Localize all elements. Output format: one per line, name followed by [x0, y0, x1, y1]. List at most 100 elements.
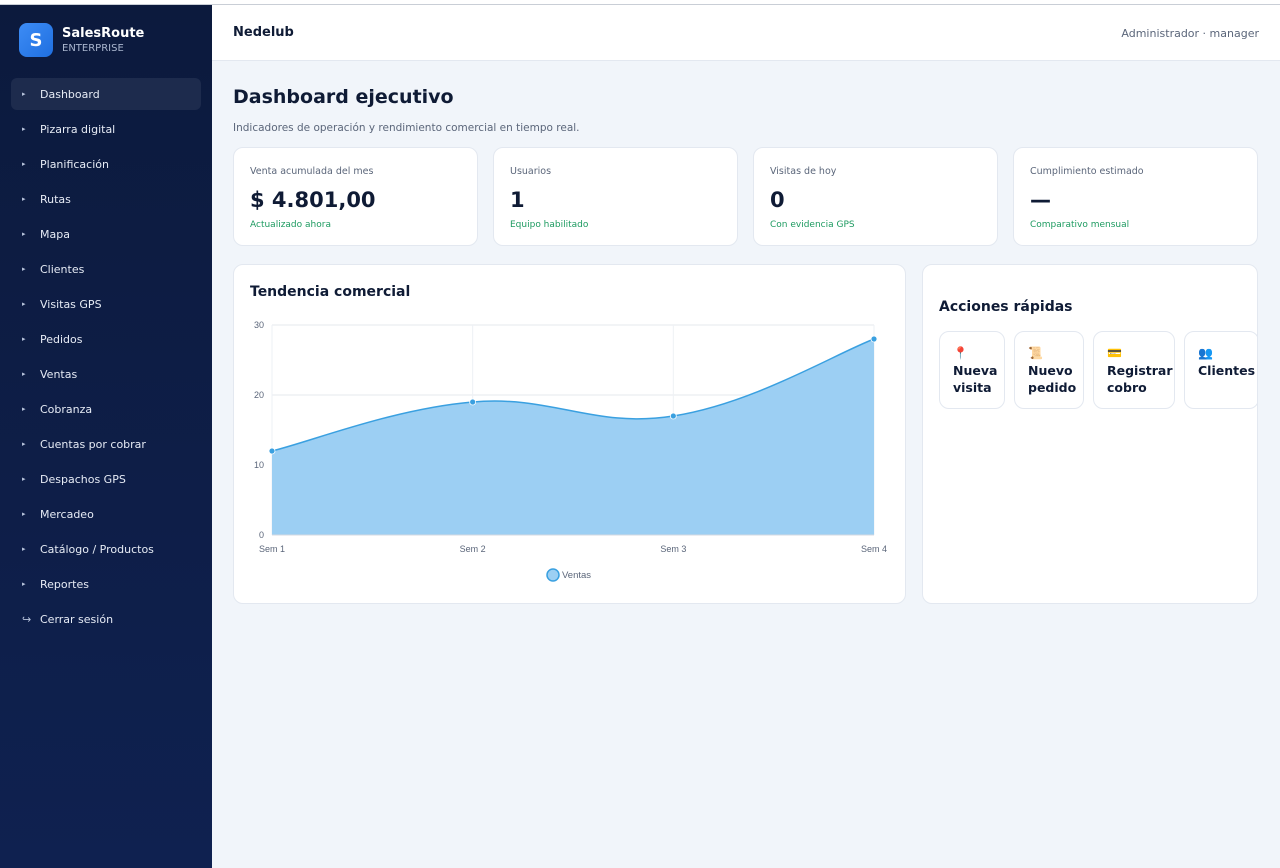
trend-panel: Tendencia comercial 0 10 20 30 Sem 1 Sem 2 Sem… [233, 264, 906, 604]
kpi-value: — [1030, 188, 1051, 212]
sidebar-item-cuentas-por-cobrar[interactable]: ▸ Cuentas por cobrar [11, 428, 201, 460]
kpi-label: Usuarios [510, 166, 552, 177]
sidebar-item-label: Ventas [40, 367, 78, 381]
sidebar-item-mapa[interactable]: ▸ Mapa [11, 218, 201, 250]
kpi-card-visitas: Visitas de hoy 0 Con evidencia GPS [753, 147, 998, 246]
sidebar-item-reportes[interactable]: ▸ Reportes [11, 568, 201, 600]
top-header: Nedelub Administrador · manager [212, 5, 1280, 61]
data-point [268, 447, 276, 455]
kpi-note: Con evidencia GPS [770, 220, 855, 230]
kpi-note: Comparativo mensual [1030, 220, 1130, 230]
legend-label-ventas: Ventas [562, 570, 591, 581]
kpi-card-ventas: Venta acumulada del mes $ 4.801,00 Actua… [233, 147, 478, 246]
x-tick-label: Sem 2 [460, 544, 486, 554]
kpi-value: 1 [510, 188, 525, 212]
brand-name: SalesRoute [62, 25, 145, 41]
clients-button[interactable]: 👥 Clientes [1184, 331, 1257, 409]
caret-right-icon: ▸ [22, 405, 26, 413]
x-tick-label: Sem 1 [259, 544, 285, 554]
x-tick-label: Sem 4 [861, 544, 887, 554]
caret-right-icon: ▸ [22, 510, 26, 518]
company-name: Nedelub [233, 25, 294, 40]
caret-right-icon: ▸ [22, 475, 26, 483]
quick-actions-list: 📍 Nueva visita 📜 Nuevo pedido 💳 Registra… [939, 331, 1257, 409]
sidebar-item-label: Reportes [40, 577, 89, 591]
trend-chart: 0 10 20 30 Sem 1 Sem 2 Sem 3 Sem 4 Ventas [254, 320, 887, 582]
action-label: Clientes [1198, 363, 1256, 378]
brand-subtitle: ENTERPRISE [62, 42, 124, 54]
x-tick-label: Sem 3 [660, 544, 686, 554]
sidebar-item-label: Clientes [40, 262, 85, 276]
sidebar-item-pizarra-digital[interactable]: ▸ Pizarra digital [11, 113, 201, 145]
page-title: Dashboard ejecutivo [233, 86, 454, 108]
sidebar-item-visitas-gps[interactable]: ▸ Visitas GPS [11, 288, 201, 320]
trend-title: Tendencia comercial [250, 284, 411, 300]
legend-swatch-ventas [546, 568, 560, 582]
scroll-icon: 📜 [1028, 346, 1043, 360]
data-point [469, 398, 477, 406]
kpi-card-usuarios: Usuarios 1 Equipo habilitado [493, 147, 738, 246]
sidebar-item-label: Mapa [40, 227, 70, 241]
quick-actions-title: Acciones rápidas [939, 299, 1073, 315]
logout-icon: ↪ [22, 612, 32, 626]
caret-right-icon: ▸ [22, 545, 26, 553]
sidebar-item-ventas[interactable]: ▸ Ventas [11, 358, 201, 390]
caret-right-icon: ▸ [22, 160, 26, 168]
kpi-value: $ 4.801,00 [250, 188, 376, 212]
kpi-label: Visitas de hoy [770, 166, 837, 177]
sidebar-item-label: Mercadeo [40, 507, 94, 521]
caret-right-icon: ▸ [22, 230, 26, 238]
sidebar-item-planificacion[interactable]: ▸ Planificación [11, 148, 201, 180]
page-subtitle: Indicadores de operación y rendimiento c… [233, 122, 580, 134]
sidebar-item-mercadeo[interactable]: ▸ Mercadeo [11, 498, 201, 530]
brand-logo: S [19, 23, 53, 57]
sidebar-item-label: Planificación [40, 157, 109, 171]
sidebar-item-pedidos[interactable]: ▸ Pedidos [11, 323, 201, 355]
people-icon: 👥 [1198, 346, 1213, 360]
action-label: Nueva visita [953, 363, 998, 395]
sidebar-item-cobranza[interactable]: ▸ Cobranza [11, 393, 201, 425]
brand[interactable]: S SalesRoute ENTERPRISE [19, 23, 144, 57]
series-line-ventas [271, 338, 875, 452]
data-point [669, 412, 677, 420]
sidebar-item-label: Cuentas por cobrar [40, 437, 146, 451]
caret-right-icon: ▸ [22, 440, 26, 448]
sidebar-item-label: Catálogo / Productos [40, 542, 154, 556]
new-order-button[interactable]: 📜 Nuevo pedido [1014, 331, 1084, 409]
sidebar-item-rutas[interactable]: ▸ Rutas [11, 183, 201, 215]
sidebar-item-label: Visitas GPS [40, 297, 102, 311]
kpi-note: Actualizado ahora [250, 220, 331, 230]
sidebar-item-label: Pedidos [40, 332, 83, 346]
caret-right-icon: ▸ [22, 90, 26, 98]
kpi-label: Cumplimiento estimado [1030, 166, 1144, 177]
y-tick-label: 0 [259, 530, 264, 540]
caret-right-icon: ▸ [22, 300, 26, 308]
kpi-note: Equipo habilitado [510, 220, 589, 230]
caret-right-icon: ▸ [22, 335, 26, 343]
quick-actions-panel: Acciones rápidas 📍 Nueva visita 📜 Nuevo … [922, 264, 1258, 604]
sidebar-nav: ▸ Dashboard ▸ Pizarra digital ▸ Planificaci… [11, 78, 201, 638]
logout-button[interactable]: ↪ Cerrar sesión [11, 603, 201, 635]
register-payment-button[interactable]: 💳 Registrar cobro [1093, 331, 1175, 409]
caret-right-icon: ▸ [22, 580, 26, 588]
sidebar-item-label: Rutas [40, 192, 71, 206]
sidebar-item-dashboard[interactable]: ▸ Dashboard [11, 78, 201, 110]
kpi-value: 0 [770, 188, 785, 212]
user-info[interactable]: Administrador · manager [1121, 27, 1259, 40]
caret-right-icon: ▸ [22, 265, 26, 273]
card-icon: 💳 [1107, 346, 1122, 360]
y-tick-label: 30 [254, 320, 264, 330]
kpi-card-cumplimiento: Cumplimiento estimado — Comparativo mens… [1013, 147, 1258, 246]
data-point [870, 335, 878, 343]
sidebar-item-label: Pizarra digital [40, 122, 116, 136]
sidebar-item-despachos-gps[interactable]: ▸ Despachos GPS [11, 463, 201, 495]
new-visit-button[interactable]: 📍 Nueva visita [939, 331, 1005, 409]
caret-right-icon: ▸ [22, 195, 26, 203]
sidebar-item-clientes[interactable]: ▸ Clientes [11, 253, 201, 285]
caret-right-icon: ▸ [22, 125, 26, 133]
sidebar-item-catalogo-productos[interactable]: ▸ Catálogo / Productos [11, 533, 201, 565]
sidebar-item-label: Cobranza [40, 402, 93, 416]
sidebar: S SalesRoute ENTERPRISE ▸ Dashboard ▸ Piza… [0, 5, 212, 868]
kpi-label: Venta acumulada del mes [250, 166, 374, 177]
sidebar-item-label: Despachos GPS [40, 472, 126, 486]
